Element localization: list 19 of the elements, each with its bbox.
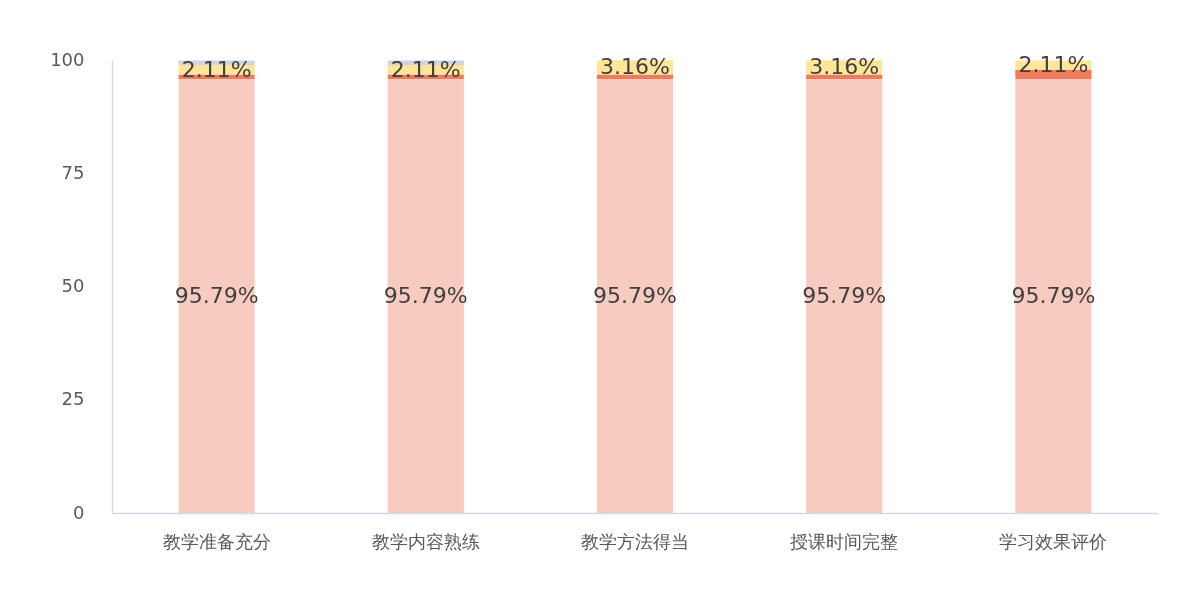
data-label: 3.16% (600, 54, 670, 80)
x-tick-label: 授课时间完整 (790, 530, 899, 552)
data-label: 95.79% (174, 283, 259, 309)
y-tick-label: 50 (61, 275, 85, 296)
data-label: 95.79% (383, 283, 468, 309)
y-tick-label: 0 (73, 501, 85, 523)
data-label: 3.16% (809, 54, 880, 80)
data-label: 95.79% (1011, 283, 1096, 309)
y-tick-label: 25 (61, 388, 85, 410)
y-tick-label: 100 (50, 48, 85, 70)
bar (1015, 79, 1092, 513)
data-label: 95.79% (593, 283, 677, 309)
y-tick-label: 75 (61, 161, 85, 183)
x-tick-label: 教学内容熟练 (371, 530, 480, 552)
data-label: 95.79% (802, 283, 887, 309)
x-tick-label: 教学方法得当 (581, 530, 689, 552)
bar (596, 79, 674, 513)
x-tick-label: 学习效果评价 (999, 530, 1108, 552)
x-tick-label: 教学准备充分 (162, 530, 271, 552)
